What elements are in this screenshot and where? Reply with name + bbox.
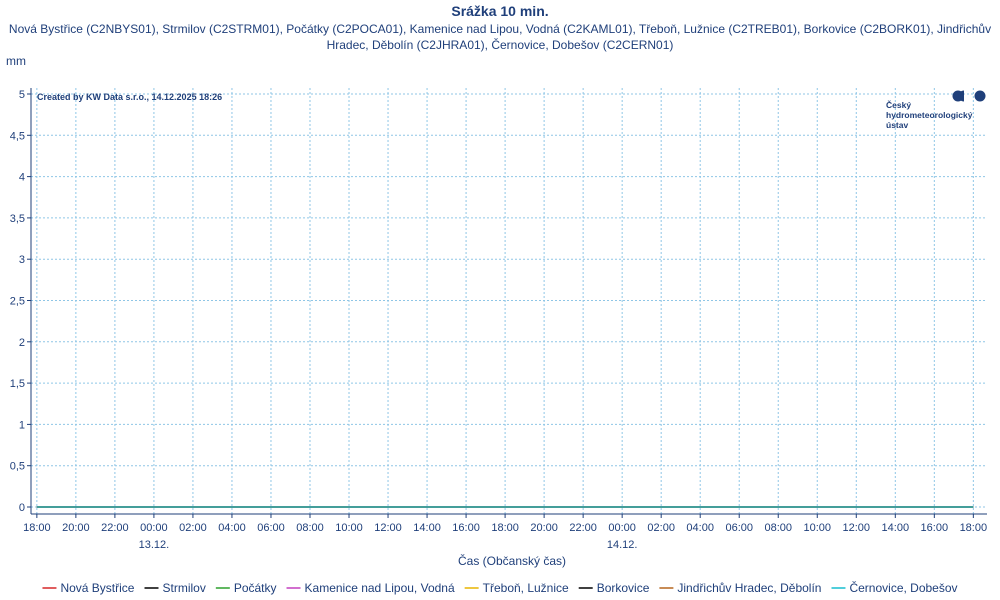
logo-line-2: hydrometeorologický	[886, 110, 973, 120]
x-tick-label: 16:00	[452, 522, 480, 534]
x-tick-label: 04:00	[686, 522, 714, 534]
x-tick-label: 20:00	[62, 522, 90, 534]
y-tick-label: 3,5	[10, 213, 25, 225]
x-tick-label: 08:00	[296, 522, 324, 534]
x-tick-label: 02:00	[647, 522, 675, 534]
y-tick-label: 4	[19, 172, 25, 184]
x-tick-label: 00:00	[140, 522, 168, 534]
y-tick-label: 4,5	[10, 130, 25, 142]
x-tick-label: 12:00	[843, 522, 871, 534]
x-tick-label: 14:00	[413, 522, 441, 534]
logo-line-3: ústav	[886, 120, 908, 130]
x-tick-label: 18:00	[491, 522, 519, 534]
credit-text: Created by KW Data s.r.o., 14.12.2025 18…	[37, 92, 222, 102]
logo-line-1: Český	[886, 99, 911, 110]
chart-title: Srážka 10 min.	[451, 3, 548, 19]
legend-label: Třeboň, Lužnice	[483, 581, 569, 595]
x-date-label: 14.12.	[607, 539, 638, 551]
legend-label: Černovice, Dobešov	[849, 580, 957, 595]
legend: Nová Bystřice Strmilov Počátky Kamenice nad…	[42, 580, 958, 595]
legend-label: Počátky	[234, 581, 277, 595]
logo-dot-icon	[974, 90, 986, 102]
x-tick-label: 18:00	[23, 522, 51, 534]
x-tick-label: 08:00	[764, 522, 792, 534]
x-tick-label: 10:00	[335, 522, 363, 534]
x-tick-label: 00:00	[608, 522, 636, 534]
y-tick-label: 2	[19, 337, 25, 349]
legend-label: Strmilov	[162, 581, 205, 595]
x-axis-label: Čas (Občanský čas)	[458, 553, 566, 568]
x-tick-label: 22:00	[101, 522, 129, 534]
y-tick-label: 1,5	[10, 378, 25, 390]
chart-subtitle-line-2: Hradec, Děbolín (C2JHRA01), Černovice, D…	[327, 37, 674, 52]
x-tick-label: 02:00	[179, 522, 207, 534]
legend-label: Jindřichův Hradec, Děbolín	[677, 581, 821, 595]
y-tick-label: 2,5	[10, 296, 25, 308]
y-tick-label: 0,5	[10, 461, 25, 473]
x-tick-label: 12:00	[374, 522, 402, 534]
x-tick-label: 20:00	[530, 522, 558, 534]
legend-label: Nová Bystřice	[60, 581, 134, 595]
x-tick-label: 14:00	[882, 522, 910, 534]
x-tick-label: 22:00	[569, 522, 597, 534]
y-tick-label: 3	[19, 254, 25, 266]
x-tick-label: 04:00	[218, 522, 246, 534]
chmi-logo: Český hydrometeorologický ústav	[886, 90, 986, 130]
legend-label: Borkovice	[597, 581, 650, 595]
x-tick-label: 06:00	[257, 522, 285, 534]
chart-subtitle-line-1: Nová Bystřice (C2NBYS01), Strmilov (C2ST…	[9, 22, 991, 36]
x-date-label: 13.12.	[139, 539, 170, 551]
y-tick-label: 0	[19, 502, 25, 514]
x-tick-label: 18:00	[960, 522, 988, 534]
plot-area: 0 0,5 1 1,5 2 2,5 3 3,5 4 4,5 5 18:00 20:00 22:00 00:0…	[10, 88, 987, 551]
x-tick-label: 16:00	[921, 522, 949, 534]
logo-half-dot-icon	[958, 90, 964, 102]
y-axis-unit: mm	[6, 54, 26, 68]
y-tick-label: 5	[19, 89, 25, 101]
legend-label: Kamenice nad Lipou, Vodná	[305, 581, 455, 595]
x-tick-label: 10:00	[803, 522, 831, 534]
x-tick-label: 06:00	[725, 522, 753, 534]
y-tick-label: 1	[19, 419, 25, 431]
